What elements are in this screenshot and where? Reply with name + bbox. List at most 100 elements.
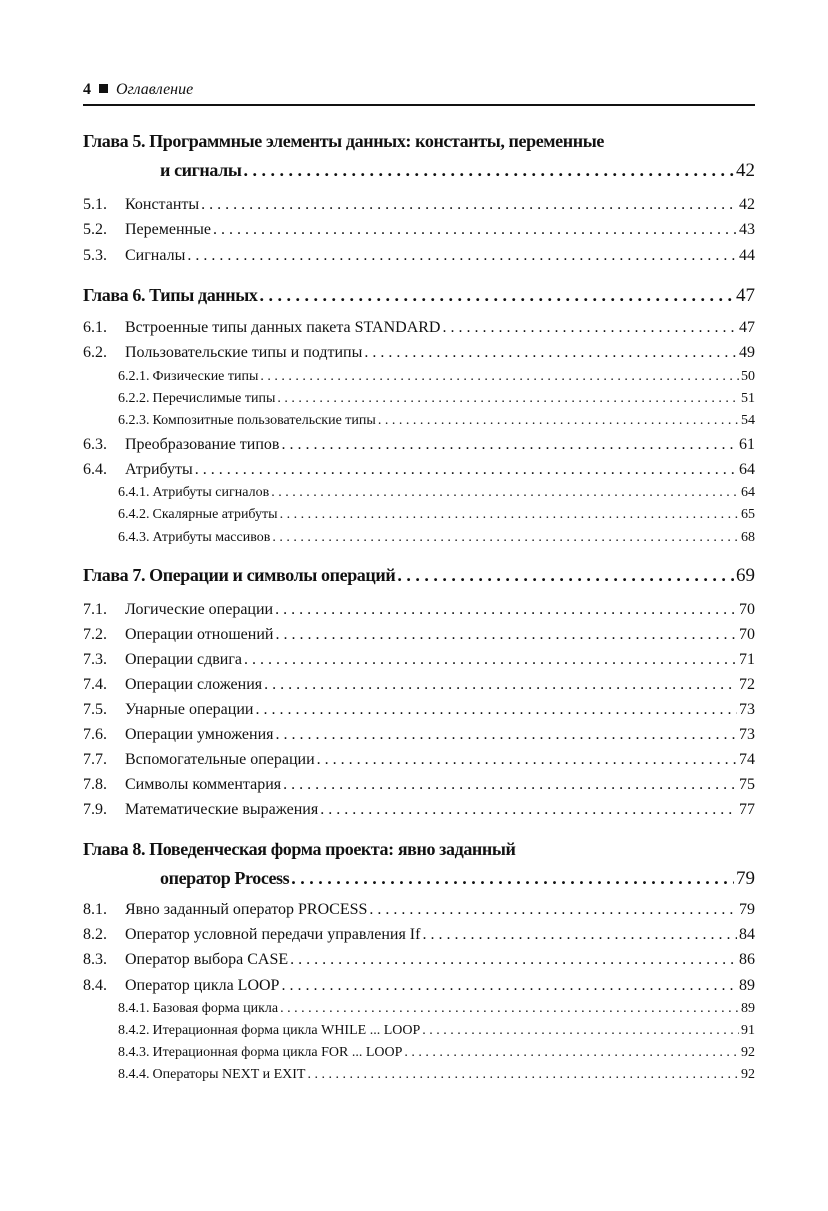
chapter-title: и сигналы <box>160 160 242 180</box>
toc-section-entry[interactable]: 5.1. Константы 42 <box>83 196 755 214</box>
toc-section-entry[interactable]: 7.9. Математические выражения 77 <box>83 801 755 819</box>
dot-leader <box>317 751 737 769</box>
page-number: 89 <box>741 1001 755 1016</box>
chapter-title: оператор Process <box>160 868 290 888</box>
section-title: Символы комментария <box>125 776 282 793</box>
page-number: 84 <box>739 926 755 943</box>
section-number: 6.3. <box>83 436 107 453</box>
section-number: 8.4.1. <box>118 1001 150 1016</box>
toc-subsection-entry[interactable]: 6.4.1.Атрибуты сигналов 64 <box>118 485 755 501</box>
toc-subsection-entry[interactable]: 6.4.2.Скалярные атрибуты 65 <box>118 507 755 523</box>
section-number: 8.3. <box>83 951 107 968</box>
section-number: 8.1. <box>83 901 107 918</box>
page-number: 69 <box>736 565 755 586</box>
toc-subsection-entry[interactable]: 6.4.3.Атрибуты массивов 68 <box>118 530 755 546</box>
toc-subsection-entry[interactable]: 8.4.3. Итерационная форма цикла FOR ... L… <box>118 1045 755 1061</box>
dot-leader <box>397 565 734 586</box>
toc-section-entry[interactable]: 7.8. Символы комментария 75 <box>83 776 755 794</box>
section-title: Атрибуты массивов <box>152 530 271 545</box>
page-number: 51 <box>741 391 755 406</box>
dot-leader <box>442 319 737 337</box>
toc-section-entry[interactable]: 8.4. Оператор цикла LOOP 89 <box>83 977 755 995</box>
section-title: Операции сдвига <box>125 651 243 668</box>
page-number: 70 <box>739 626 755 643</box>
toc-section-entry[interactable]: 7.1. Логические операции 70 <box>83 601 755 619</box>
section-number: 7.1. <box>83 601 107 618</box>
toc-subsection-entry[interactable]: 6.2.2.Перечислимые типы 51 <box>118 391 755 407</box>
dot-leader <box>275 626 737 644</box>
page-number: 71 <box>739 651 755 668</box>
section-title: Операции умножения <box>125 726 274 743</box>
page-number: 65 <box>741 507 755 522</box>
section-title: Операции отношений <box>125 626 274 643</box>
toc-chapter-entry[interactable]: Глава 6. Типы данных 47 <box>83 285 755 307</box>
toc-subsection-entry[interactable]: 6.2.1.Физические типы 50 <box>118 369 755 385</box>
page-number: 47 <box>739 319 755 336</box>
section-number: 6.2.3. <box>118 413 150 428</box>
section-number: 6.4.2. <box>118 507 150 522</box>
section-number: 5.3. <box>83 247 107 264</box>
toc-subsection-entry[interactable]: 8.4.1.Базовая форма цикла 89 <box>118 1001 755 1017</box>
toc-section-entry[interactable]: 7.6. Операции умножения 73 <box>83 726 755 744</box>
toc-section-entry[interactable]: 5.3. Сигналы 44 <box>83 247 755 265</box>
section-number: 6.2.2. <box>118 391 150 406</box>
toc-chapter-entry[interactable]: оператор Process 79 <box>160 868 755 890</box>
running-title: Оглавление <box>116 81 194 98</box>
toc-section-entry[interactable]: 7.5. Унарные операции 73 <box>83 701 755 719</box>
toc-section-entry[interactable]: 6.3. Преобразование типов 61 <box>83 436 755 454</box>
section-title: Оператор цикла LOOP <box>125 977 280 994</box>
toc-section-entry[interactable]: 7.2. Операции отношений 70 <box>83 626 755 644</box>
section-title: Переменные <box>125 221 211 238</box>
page-number: 91 <box>741 1023 755 1038</box>
section-number: 7.7. <box>83 751 107 768</box>
chapter-title: Глава 6. Типы данных <box>83 285 258 305</box>
toc-section-entry[interactable]: 5.2. Переменные 43 <box>83 221 755 239</box>
toc-section-entry[interactable]: 7.7. Вспомогательные операции 74 <box>83 751 755 769</box>
page-number: 49 <box>739 344 755 361</box>
section-title: Итерационная форма цикла WHILE ... LOOP <box>152 1023 421 1038</box>
page-number: 70 <box>739 601 755 618</box>
section-title: Скалярные атрибуты <box>152 507 278 522</box>
section-number: 8.4. <box>83 977 107 994</box>
toc-subsection-entry[interactable]: 8.4.4.Операторы NEXT и EXIT 92 <box>118 1067 755 1083</box>
toc-subsection-entry[interactable]: 8.4.2. Итерационная форма цикла WHILE ...… <box>118 1023 755 1039</box>
toc-section-entry[interactable]: 8.1. Явно заданный оператор PROCESS 79 <box>83 901 755 919</box>
section-number: 6.2. <box>83 344 107 361</box>
toc-section-entry[interactable]: 8.2. Оператор условной передачи управлени… <box>83 926 755 944</box>
page-number: 89 <box>739 977 755 994</box>
page-number: 79 <box>736 868 755 889</box>
dot-leader <box>422 1023 739 1039</box>
page-number: 92 <box>741 1067 755 1082</box>
page-number: 77 <box>739 801 755 818</box>
toc-section-entry[interactable]: 6.1. Встроенные типы данных пакета STANDA… <box>83 319 755 337</box>
section-number: 7.9. <box>83 801 107 818</box>
toc-chapter-entry[interactable]: Глава 7. Операции и символы операций 69 <box>83 565 755 587</box>
dot-leader <box>281 977 737 995</box>
section-number: 5.2. <box>83 221 107 238</box>
section-title: Операторы NEXT и EXIT <box>152 1067 306 1082</box>
page-number: 54 <box>741 413 755 428</box>
page-number: 44 <box>739 247 755 264</box>
toc-chapter-entry[interactable]: и сигналы 42 <box>160 160 755 182</box>
section-title: Оператор условной передачи управления If <box>125 926 421 943</box>
dot-leader <box>291 868 734 889</box>
toc-subsection-entry[interactable]: 6.2.3.Композитные пользовательские типы 5… <box>118 413 755 429</box>
section-title: Итерационная форма цикла FOR ... LOOP <box>152 1045 403 1060</box>
toc-section-entry[interactable]: 6.2. Пользовательские типы и подтипы 49 <box>83 344 755 362</box>
section-number: 6.4. <box>83 461 107 478</box>
toc-section-entry[interactable]: 7.3. Операции сдвига 71 <box>83 651 755 669</box>
section-number: 8.2. <box>83 926 107 943</box>
page-number: 79 <box>739 901 755 918</box>
section-number: 8.4.2. <box>118 1023 150 1038</box>
toc-section-entry[interactable]: 7.4. Операции сложения 72 <box>83 676 755 694</box>
page-number: 73 <box>739 701 755 718</box>
section-number: 5.1. <box>83 196 107 213</box>
dot-leader <box>255 701 737 719</box>
toc-section-entry[interactable]: 6.4. Атрибуты 64 <box>83 461 755 479</box>
toc-section-entry[interactable]: 8.3. Оператор выбора CASE 86 <box>83 951 755 969</box>
page-number: 4 <box>83 81 91 98</box>
section-title: Композитные пользовательские типы <box>152 413 376 428</box>
page-number: 74 <box>739 751 755 768</box>
section-title: Операции сложения <box>125 676 263 693</box>
page-number: 50 <box>741 369 755 384</box>
